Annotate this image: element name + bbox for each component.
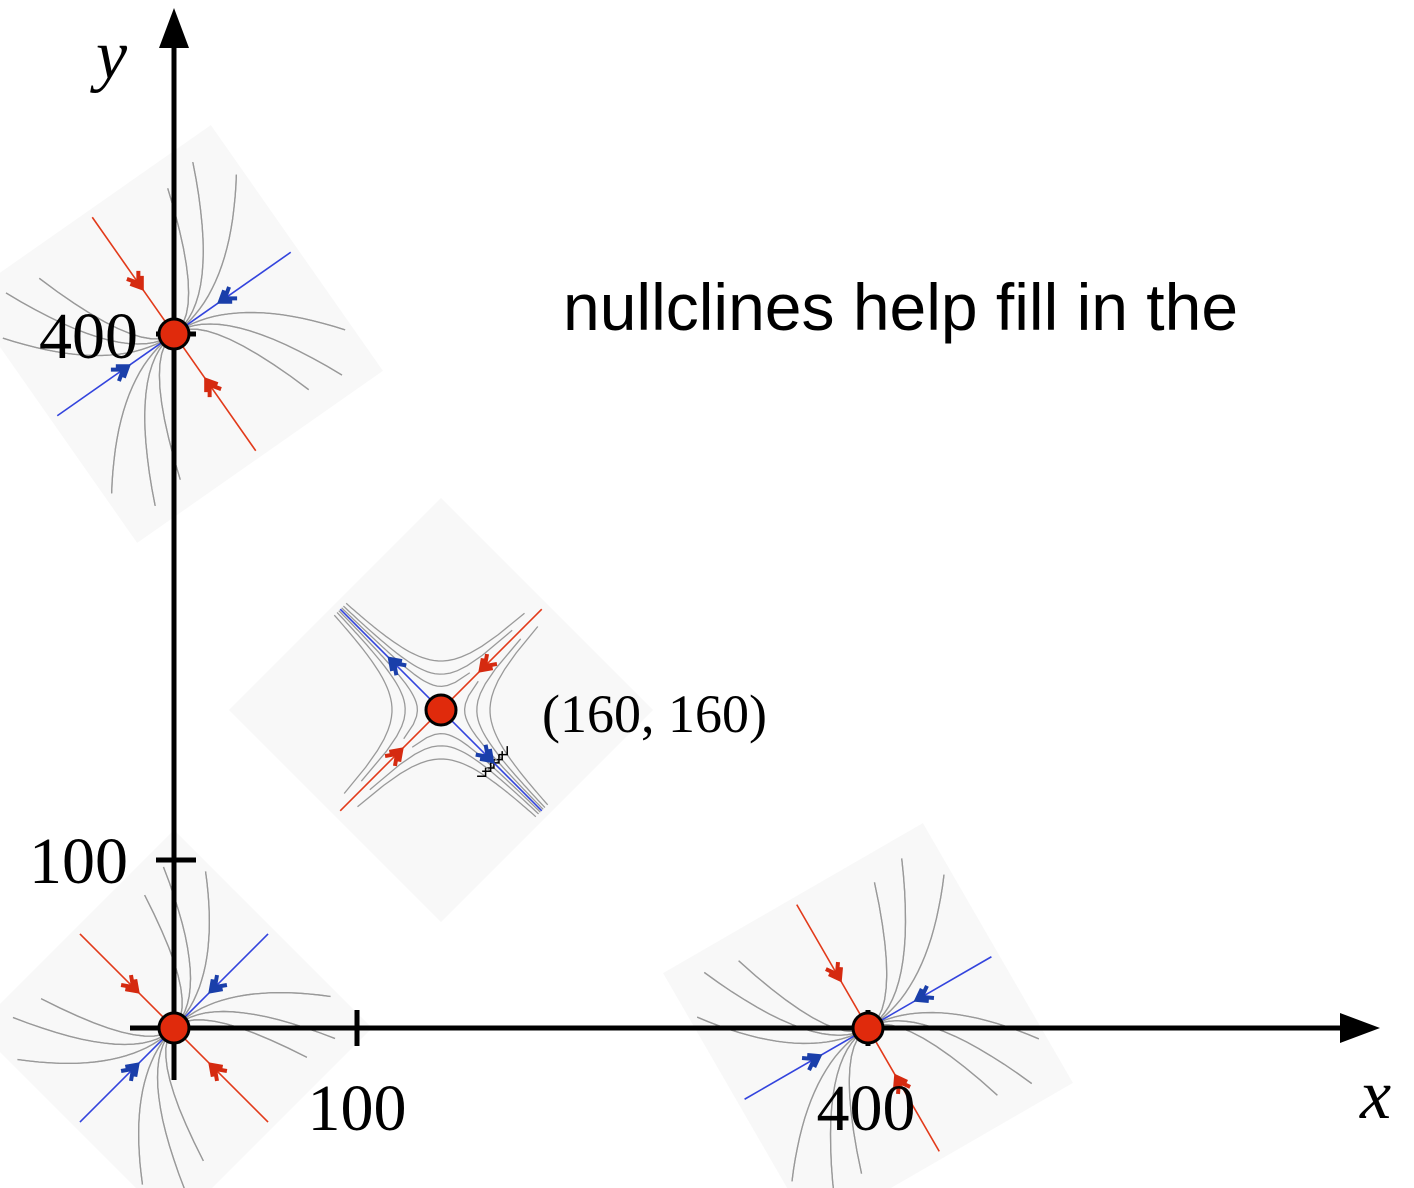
eigen-arrow	[217, 286, 238, 304]
x-axis-arrow	[1340, 1013, 1380, 1043]
eigen-arrow	[204, 377, 222, 398]
eigen-arrow	[475, 744, 495, 764]
annotation: nullclines help fill in the	[563, 270, 1238, 344]
direction-arrow	[477, 767, 487, 777]
eigen-arrow	[120, 974, 140, 994]
trajectory	[342, 605, 513, 675]
trajectory	[336, 611, 406, 782]
trajectory	[357, 758, 537, 818]
equilibrium-point	[157, 317, 191, 351]
y-tick-label: 100	[29, 825, 128, 898]
eigen-arrow	[913, 985, 935, 1003]
eigen-arrow	[384, 747, 404, 767]
eigen-arrow	[825, 961, 843, 983]
trajectory	[341, 607, 471, 688]
eigen-arrow	[801, 1053, 823, 1071]
x-tick-label: 400	[817, 1072, 916, 1145]
x-tick-label: 100	[308, 1072, 407, 1145]
eigen-arrow	[110, 364, 131, 382]
point-label: (160, 160)	[542, 684, 767, 744]
equilibrium-point	[851, 1011, 885, 1045]
eigen-arrow	[893, 1073, 911, 1095]
trajectory	[333, 614, 393, 794]
x-axis-label: x	[1359, 1057, 1391, 1134]
trajectory	[463, 680, 544, 810]
eigen-arrow	[120, 1062, 140, 1082]
trajectory	[369, 745, 540, 815]
y-axis-arrow	[159, 8, 189, 48]
trajectory	[489, 626, 549, 806]
equilibria	[157, 317, 885, 1045]
eigen-arrow	[208, 974, 228, 994]
trajectory	[345, 602, 525, 662]
y-axis-label: y	[90, 17, 128, 94]
trajectory	[338, 610, 419, 740]
eigen-arrow	[387, 656, 407, 676]
equilibrium-point	[424, 693, 458, 727]
y-tick-label: 400	[39, 300, 138, 373]
equilibrium-point	[157, 1011, 191, 1045]
eigen-arrow	[478, 653, 498, 673]
eigen-arrow	[126, 270, 144, 291]
eigen-arrow	[208, 1062, 228, 1082]
